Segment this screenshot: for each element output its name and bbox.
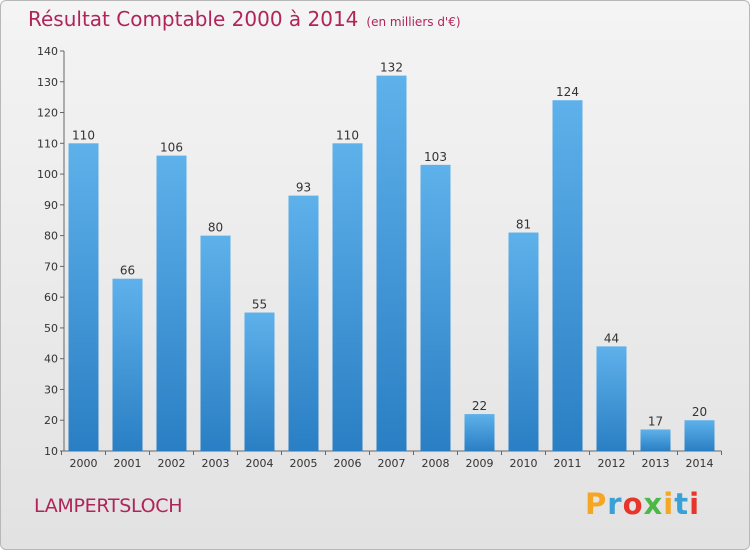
bar bbox=[420, 164, 451, 451]
chart-title: Résultat Comptable 2000 à 2014 bbox=[28, 7, 359, 31]
bar-value-label: 22 bbox=[472, 399, 487, 413]
y-tick-label: 40 bbox=[44, 353, 58, 366]
x-tick-label: 2013 bbox=[642, 457, 670, 470]
bar-value-label: 110 bbox=[72, 128, 95, 142]
y-tick-label: 130 bbox=[37, 76, 58, 89]
brand-letter: i bbox=[689, 487, 701, 521]
x-tick-label: 2003 bbox=[202, 457, 230, 470]
y-tick-label: 10 bbox=[44, 445, 58, 458]
y-tick-label: 30 bbox=[44, 383, 58, 396]
x-tick-label: 2006 bbox=[334, 457, 362, 470]
bar bbox=[244, 312, 275, 451]
y-tick-label: 140 bbox=[37, 45, 58, 58]
bar-value-label: 132 bbox=[380, 61, 403, 75]
bar bbox=[464, 414, 495, 451]
bar bbox=[288, 195, 319, 451]
x-tick-label: 2007 bbox=[378, 457, 406, 470]
bar-value-label: 106 bbox=[160, 141, 183, 155]
bar bbox=[200, 235, 231, 451]
bar-value-label: 66 bbox=[120, 264, 135, 278]
brand-letter: P bbox=[585, 487, 608, 521]
proxiti-logo[interactable]: Proxiti bbox=[585, 487, 700, 521]
bar-value-label: 103 bbox=[424, 150, 447, 164]
brand-letter: i bbox=[663, 487, 675, 521]
x-tick-label: 2010 bbox=[510, 457, 538, 470]
x-tick-label: 2014 bbox=[686, 457, 714, 470]
x-tick-label: 2001 bbox=[114, 457, 142, 470]
x-tick-label: 2000 bbox=[70, 457, 98, 470]
x-tick-label: 2005 bbox=[290, 457, 318, 470]
bar-value-label: 80 bbox=[208, 221, 223, 235]
bar bbox=[596, 346, 627, 451]
bar bbox=[508, 232, 539, 451]
bar bbox=[640, 429, 671, 451]
bar-value-label: 17 bbox=[648, 414, 663, 428]
bar bbox=[156, 155, 187, 451]
bar-value-label: 81 bbox=[516, 218, 531, 232]
y-tick-label: 80 bbox=[44, 230, 58, 243]
bar bbox=[112, 278, 143, 451]
x-tick-label: 2011 bbox=[554, 457, 582, 470]
x-tick-label: 2008 bbox=[422, 457, 450, 470]
y-tick-label: 20 bbox=[44, 414, 58, 427]
y-tick-label: 50 bbox=[44, 322, 58, 335]
y-tick-label: 110 bbox=[37, 137, 58, 150]
y-tick-label: 70 bbox=[44, 260, 58, 273]
bar bbox=[332, 143, 363, 452]
unit-label: (en milliers d'€) bbox=[366, 15, 461, 29]
brand-letter: x bbox=[643, 487, 664, 521]
x-tick-label: 2004 bbox=[246, 457, 274, 470]
y-tick-label: 90 bbox=[44, 199, 58, 212]
bar-value-label: 124 bbox=[556, 85, 579, 99]
chart-title-block: Résultat Comptable 2000 à 2014 (en millie… bbox=[28, 7, 461, 31]
y-tick-label: 100 bbox=[37, 168, 58, 181]
y-tick-label: 120 bbox=[37, 107, 58, 120]
x-tick-label: 2009 bbox=[466, 457, 494, 470]
bar-value-label: 20 bbox=[692, 405, 707, 419]
commune-name: LAMPERTSLOCH bbox=[34, 495, 183, 517]
brand-letter: o bbox=[622, 487, 644, 521]
brand-letter: r bbox=[607, 487, 623, 521]
bar bbox=[684, 420, 715, 451]
bar bbox=[376, 75, 407, 451]
bar-value-label: 55 bbox=[252, 298, 267, 312]
brand-letter: t bbox=[674, 487, 690, 521]
bar-value-label: 93 bbox=[296, 181, 311, 195]
bar bbox=[552, 100, 583, 451]
x-tick-label: 2012 bbox=[598, 457, 626, 470]
bar-value-label: 110 bbox=[336, 128, 359, 142]
x-tick-label: 2002 bbox=[158, 457, 186, 470]
y-tick-label: 60 bbox=[44, 291, 58, 304]
bar-value-label: 44 bbox=[604, 331, 619, 345]
bar bbox=[68, 143, 99, 452]
